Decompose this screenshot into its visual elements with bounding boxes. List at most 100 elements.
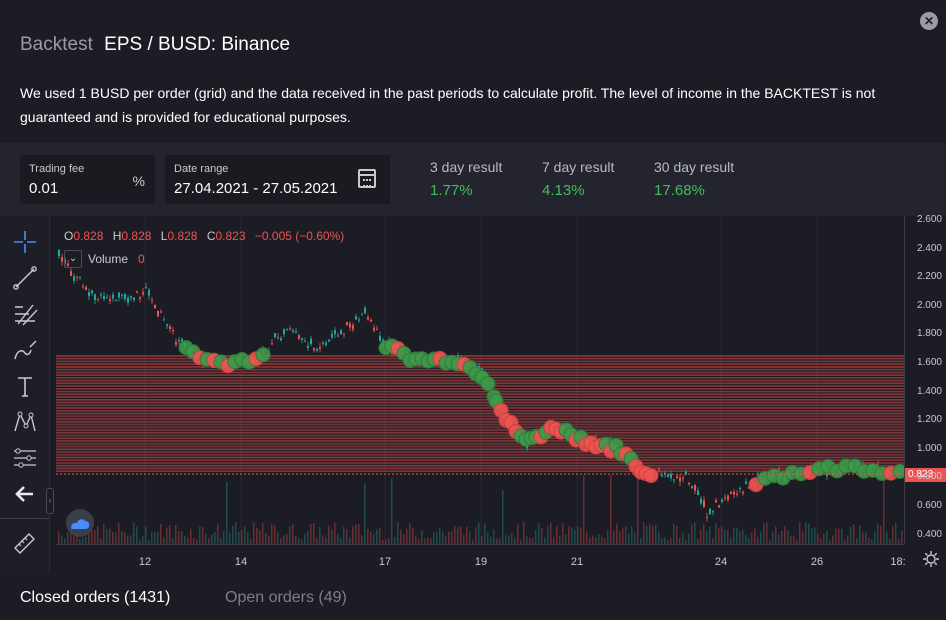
volume-bar [847, 535, 849, 544]
close-button[interactable]: ✕ [920, 12, 938, 30]
volume-bar [433, 532, 435, 544]
volume-bar [751, 532, 753, 544]
volume-bar [310, 524, 312, 544]
volume-bar [199, 526, 201, 544]
volume-value: 0 [138, 252, 145, 266]
candle-body [112, 294, 114, 299]
time-tick: 12 [138, 556, 152, 568]
volume-bar [403, 534, 405, 544]
volume-bar [832, 535, 834, 544]
ruler-icon[interactable] [9, 526, 41, 558]
volume-bar [415, 535, 417, 544]
trading-fee-field[interactable]: Trading fee 0.01 % [20, 155, 155, 204]
crosshair-icon[interactable] [9, 226, 41, 258]
tab-open-orders[interactable]: Open orders (49) [225, 589, 347, 606]
result-7-day: 7 day result 4.13% [542, 159, 614, 199]
volume-bar [385, 539, 387, 544]
volume-bar [490, 536, 492, 544]
volume-bar [193, 538, 195, 544]
volume-bar [580, 527, 582, 544]
volume-bar [793, 535, 795, 544]
time-axis[interactable]: 12 14 17 19 21 24 26 18: [56, 544, 906, 574]
volume-bar [562, 522, 564, 544]
tab-closed-orders[interactable]: Closed orders (1431) [20, 589, 171, 606]
volume-bar [523, 522, 525, 544]
volume-bar [766, 522, 768, 544]
candle-body [709, 508, 711, 515]
text-icon[interactable] [9, 370, 41, 402]
open-value: 0.828 [73, 229, 104, 243]
volume-bar [673, 523, 675, 544]
candle-body [289, 328, 291, 330]
volume-bar [205, 533, 207, 544]
fib-tool-icon[interactable] [9, 298, 41, 330]
candle-body [481, 368, 483, 371]
volume-bar [481, 535, 483, 544]
candle-body [367, 317, 369, 320]
volume-bar [343, 526, 345, 544]
candle-body [280, 338, 282, 341]
toolbar-collapse-button[interactable]: ‹ [46, 488, 54, 514]
high-label: H [112, 229, 122, 243]
candle-body [145, 287, 147, 289]
volume-bar [742, 529, 744, 544]
volume-bar [112, 531, 114, 544]
candle-body [346, 321, 348, 326]
price-axis[interactable]: 0.823 2.600 2.400 2.200 2.000 1.800 1.600 1.40… [904, 214, 946, 544]
volume-bar [250, 539, 252, 544]
trend-line-icon[interactable] [9, 262, 41, 294]
volume-bar [583, 475, 585, 544]
volume-bar [628, 533, 630, 544]
volume-bar [208, 538, 210, 544]
volume-bar [85, 536, 87, 544]
volume-bar [430, 537, 432, 544]
volume-bar [826, 530, 828, 544]
volume-bar [511, 532, 513, 544]
trading-fee-value[interactable]: 0.01 [29, 180, 59, 197]
result-label: 7 day result [542, 159, 615, 175]
candle-body [373, 327, 375, 331]
price-tick: 0.600 [916, 500, 942, 511]
candle-body [277, 337, 279, 339]
candle-body [283, 329, 285, 335]
candle-body [172, 330, 174, 332]
date-range-field[interactable]: Date range 27.04.2021 - 27.05.2021 [165, 155, 390, 204]
volume-bar [94, 530, 96, 544]
date-range-value[interactable]: 27.04.2021 - 27.05.2021 [174, 180, 338, 197]
brush-icon[interactable] [9, 334, 41, 366]
volume-bar [616, 523, 618, 544]
volume-bar [256, 527, 258, 544]
volume-bar [823, 533, 825, 544]
calendar-icon[interactable] [358, 169, 376, 188]
candle-body [292, 329, 294, 332]
candle-body [676, 475, 678, 478]
volume-bar [901, 530, 903, 544]
candle-body [673, 479, 675, 481]
volume-bar [253, 522, 255, 544]
volume-bar [388, 538, 390, 544]
gear-icon[interactable] [922, 550, 940, 568]
chevron-down-icon[interactable]: ⌄ [64, 250, 82, 268]
volume-bar [223, 531, 225, 544]
volume-bar [244, 526, 246, 544]
volume-bar [316, 538, 318, 544]
volume-bar [544, 537, 546, 544]
price-tick: 1.800 [916, 328, 942, 340]
volume-bar [691, 524, 693, 544]
measure-lines-icon[interactable] [9, 442, 41, 474]
volume-bar [808, 523, 810, 544]
volume-bar [718, 527, 720, 544]
pattern-icon[interactable] [9, 406, 41, 438]
candlestick-chart[interactable] [56, 216, 904, 544]
price-plot[interactable] [56, 216, 904, 544]
volume-bar [139, 539, 141, 544]
volume-bar [64, 538, 66, 544]
volume-bar [337, 533, 339, 544]
candle-body [313, 348, 315, 351]
volume-bar [805, 522, 807, 544]
volume-bar [868, 537, 870, 544]
back-arrow-icon[interactable] [9, 478, 41, 510]
candle-body [286, 329, 288, 331]
volume-bar [556, 525, 558, 544]
volume-bar [127, 535, 129, 544]
